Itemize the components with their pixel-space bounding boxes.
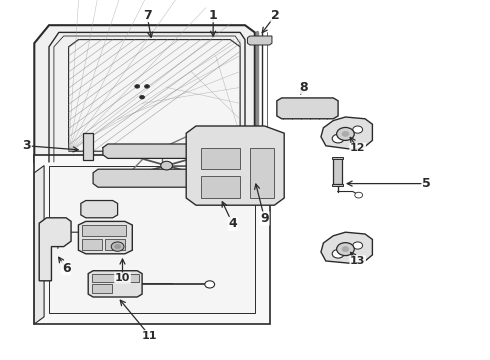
Polygon shape <box>78 221 132 254</box>
Polygon shape <box>332 184 343 186</box>
Polygon shape <box>277 98 338 119</box>
Bar <box>105 239 125 250</box>
Polygon shape <box>321 232 372 264</box>
Bar <box>201 176 240 198</box>
Bar <box>250 148 274 198</box>
Bar <box>92 284 112 293</box>
Bar <box>82 239 102 250</box>
Polygon shape <box>321 117 372 149</box>
Circle shape <box>205 281 215 288</box>
Circle shape <box>337 127 354 140</box>
Text: 12: 12 <box>350 143 366 153</box>
Polygon shape <box>93 169 274 187</box>
Circle shape <box>135 85 140 88</box>
Circle shape <box>111 242 124 251</box>
Text: 1: 1 <box>209 9 218 22</box>
Bar <box>83 133 93 160</box>
Text: 3: 3 <box>23 139 31 152</box>
Circle shape <box>353 126 363 133</box>
Circle shape <box>161 161 172 170</box>
Circle shape <box>140 95 145 99</box>
Text: 8: 8 <box>299 81 308 94</box>
Circle shape <box>353 242 363 249</box>
Polygon shape <box>49 166 255 313</box>
Text: 5: 5 <box>422 177 431 190</box>
Polygon shape <box>81 201 118 218</box>
Text: 4: 4 <box>228 217 237 230</box>
Text: 7: 7 <box>143 9 151 22</box>
Polygon shape <box>34 166 44 324</box>
Circle shape <box>337 243 354 256</box>
Polygon shape <box>332 157 343 159</box>
Polygon shape <box>247 36 272 45</box>
Polygon shape <box>39 218 71 281</box>
Circle shape <box>342 131 349 136</box>
Bar <box>82 225 126 236</box>
Circle shape <box>332 249 344 258</box>
Text: 11: 11 <box>142 330 157 341</box>
Text: 13: 13 <box>350 256 366 266</box>
Polygon shape <box>69 40 240 151</box>
Circle shape <box>115 244 121 249</box>
Polygon shape <box>186 126 284 205</box>
Polygon shape <box>88 271 142 297</box>
Text: 10: 10 <box>115 273 130 283</box>
Bar <box>201 148 240 169</box>
Polygon shape <box>69 40 240 151</box>
Bar <box>333 158 342 184</box>
Circle shape <box>355 192 363 198</box>
Circle shape <box>145 85 149 88</box>
Polygon shape <box>34 155 270 324</box>
Circle shape <box>332 134 344 143</box>
Text: 9: 9 <box>260 212 269 225</box>
Circle shape <box>342 247 349 252</box>
Polygon shape <box>34 25 255 162</box>
Bar <box>92 274 139 282</box>
Text: 2: 2 <box>271 9 280 22</box>
Text: 6: 6 <box>62 262 71 275</box>
Polygon shape <box>103 144 260 158</box>
